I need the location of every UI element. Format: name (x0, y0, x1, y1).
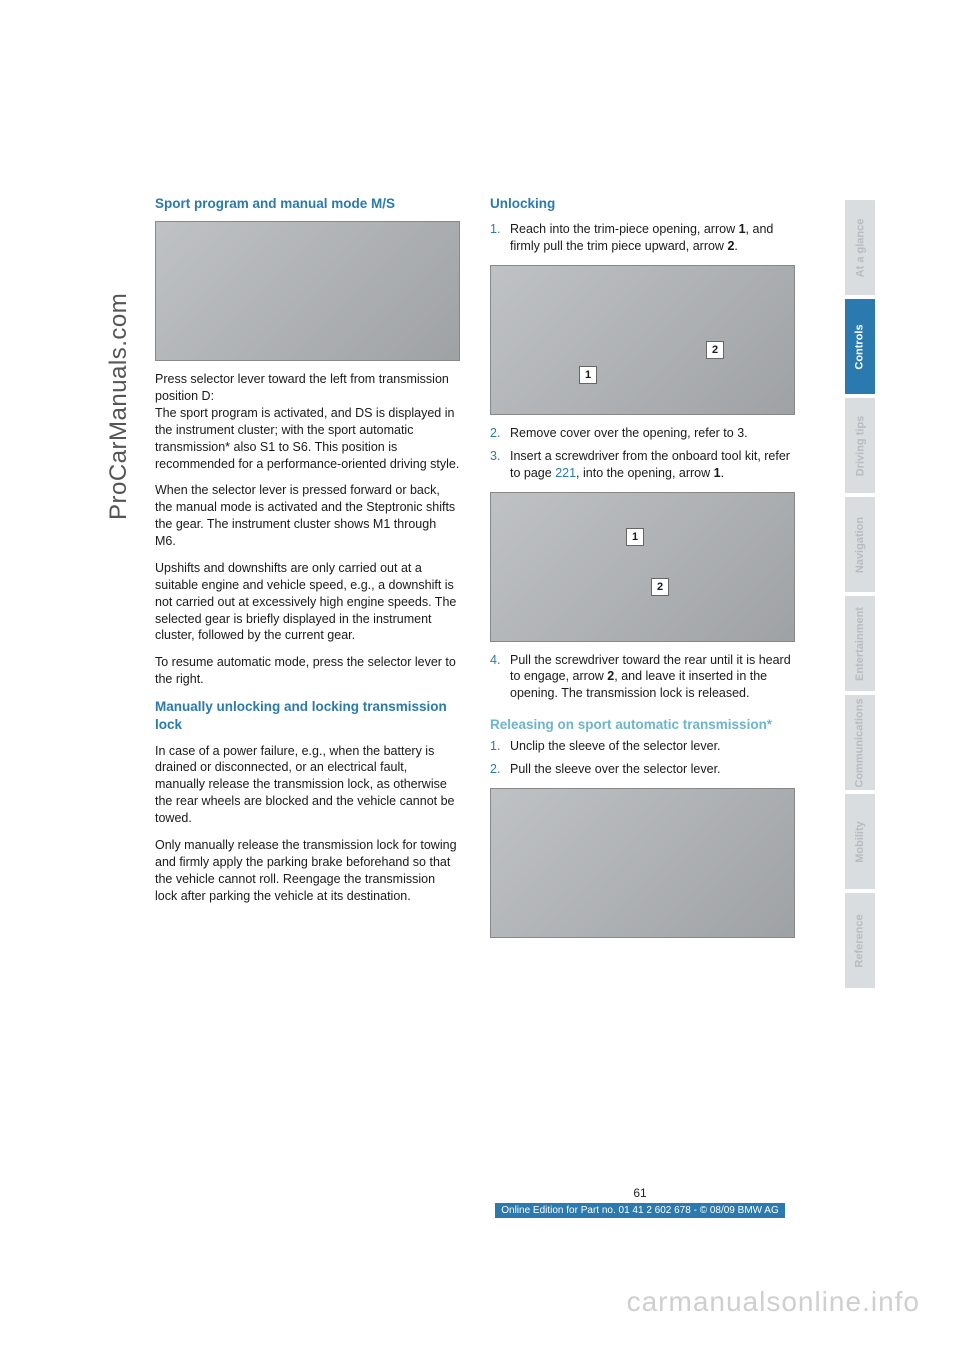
step-text: Pull the sleeve over the selector lever. (510, 761, 795, 778)
list-item: 4. Pull the screwdriver toward the rear … (490, 652, 795, 703)
heading-releasing-sport: Releasing on sport automatic transmissio… (490, 716, 795, 734)
tab-label: Communications (854, 698, 866, 787)
para: When the selector lever is pressed forwa… (155, 482, 460, 550)
tab-navigation[interactable]: Navigation (845, 497, 875, 592)
watermark-bottom: carmanualsonline.info (627, 1286, 920, 1318)
list-item: 2. Remove cover over the opening, refer … (490, 425, 795, 442)
steps-unlocking-c: 4. Pull the screwdriver toward the rear … (490, 652, 795, 703)
step-text: Remove cover over the opening, refer to … (510, 425, 795, 442)
callout-1: 1 (579, 366, 597, 384)
step-number: 4. (490, 652, 510, 703)
section-tabs: At a glance Controls Driving tips Naviga… (845, 200, 875, 992)
list-item: 2. Pull the sleeve over the selector lev… (490, 761, 795, 778)
list-item: 1. Unclip the sleeve of the selector lev… (490, 738, 795, 755)
step-text: Unclip the sleeve of the selector lever. (510, 738, 795, 755)
para: Press selector lever toward the left fro… (155, 371, 460, 472)
figure-trim-piece: 1 2 (490, 265, 795, 415)
tab-mobility[interactable]: Mobility (845, 794, 875, 889)
steps-unlocking-b: 2. Remove cover over the opening, refer … (490, 425, 795, 482)
para: Upshifts and downshifts are only carried… (155, 560, 460, 644)
list-item: 1. Reach into the trim-piece opening, ar… (490, 221, 795, 255)
page-link-221[interactable]: 221 (555, 466, 576, 480)
step-number: 1. (490, 221, 510, 255)
heading-manual-unlock: Manually unlocking and locking transmiss… (155, 698, 460, 734)
tab-at-a-glance[interactable]: At a glance (845, 200, 875, 295)
footer-edition-bar: Online Edition for Part no. 01 41 2 602 … (495, 1203, 785, 1218)
step-number: 1. (490, 738, 510, 755)
steps-releasing: 1. Unclip the sleeve of the selector lev… (490, 738, 795, 778)
step-text: Reach into the trim-piece opening, arrow… (510, 221, 795, 255)
step-text: Pull the screwdriver toward the rear unt… (510, 652, 795, 703)
page-number: 61 (485, 1186, 795, 1200)
para: To resume automatic mode, press the sele… (155, 654, 460, 688)
text: . (721, 466, 724, 480)
list-item: 3. Insert a screwdriver from the onboard… (490, 448, 795, 482)
step-text: Insert a screwdriver from the onboard to… (510, 448, 795, 482)
figure-sleeve (490, 788, 795, 938)
callout-2: 2 (706, 341, 724, 359)
arrow-ref: 1 (714, 466, 721, 480)
page-footer: 61 Online Edition for Part no. 01 41 2 6… (485, 1186, 795, 1218)
text: Reach into the trim-piece opening, arrow (510, 222, 739, 236)
heading-sport-mode: Sport program and manual mode M/S (155, 195, 460, 213)
steps-unlocking-a: 1. Reach into the trim-piece opening, ar… (490, 221, 795, 255)
tab-label: Entertainment (854, 607, 866, 681)
step-number: 2. (490, 761, 510, 778)
tab-label: Navigation (854, 516, 866, 572)
text: Press selector lever toward the left fro… (155, 372, 449, 403)
text: The sport program is activated, and DS i… (155, 406, 459, 471)
step-number: 3. (490, 448, 510, 482)
callout-1: 1 (626, 528, 644, 546)
figure-selector-lever (155, 221, 460, 361)
text: , into the opening, arrow (576, 466, 714, 480)
para: In case of a power failure, e.g., when t… (155, 743, 460, 827)
tab-label: Reference (854, 914, 866, 967)
arrow-ref: 1 (739, 222, 746, 236)
callout-2: 2 (651, 578, 669, 596)
tab-communications[interactable]: Communications (845, 695, 875, 790)
para: Only manually release the transmission l… (155, 837, 460, 905)
heading-unlocking: Unlocking (490, 195, 795, 213)
tab-reference[interactable]: Reference (845, 893, 875, 988)
tab-controls[interactable]: Controls (845, 299, 875, 394)
left-column: Sport program and manual mode M/S Press … (155, 195, 460, 948)
right-column: Unlocking 1. Reach into the trim-piece o… (490, 195, 795, 948)
tab-entertainment[interactable]: Entertainment (845, 596, 875, 691)
tab-label: Driving tips (854, 415, 866, 476)
watermark-left: ProCarManuals.com (105, 293, 133, 520)
page-content: Sport program and manual mode M/S Press … (155, 195, 795, 948)
tab-driving-tips[interactable]: Driving tips (845, 398, 875, 493)
step-number: 2. (490, 425, 510, 442)
text: . (734, 239, 737, 253)
tab-label: Controls (854, 324, 866, 369)
tab-label: At a glance (854, 218, 866, 277)
figure-screwdriver: 1 2 (490, 492, 795, 642)
tab-label: Mobility (854, 821, 866, 863)
